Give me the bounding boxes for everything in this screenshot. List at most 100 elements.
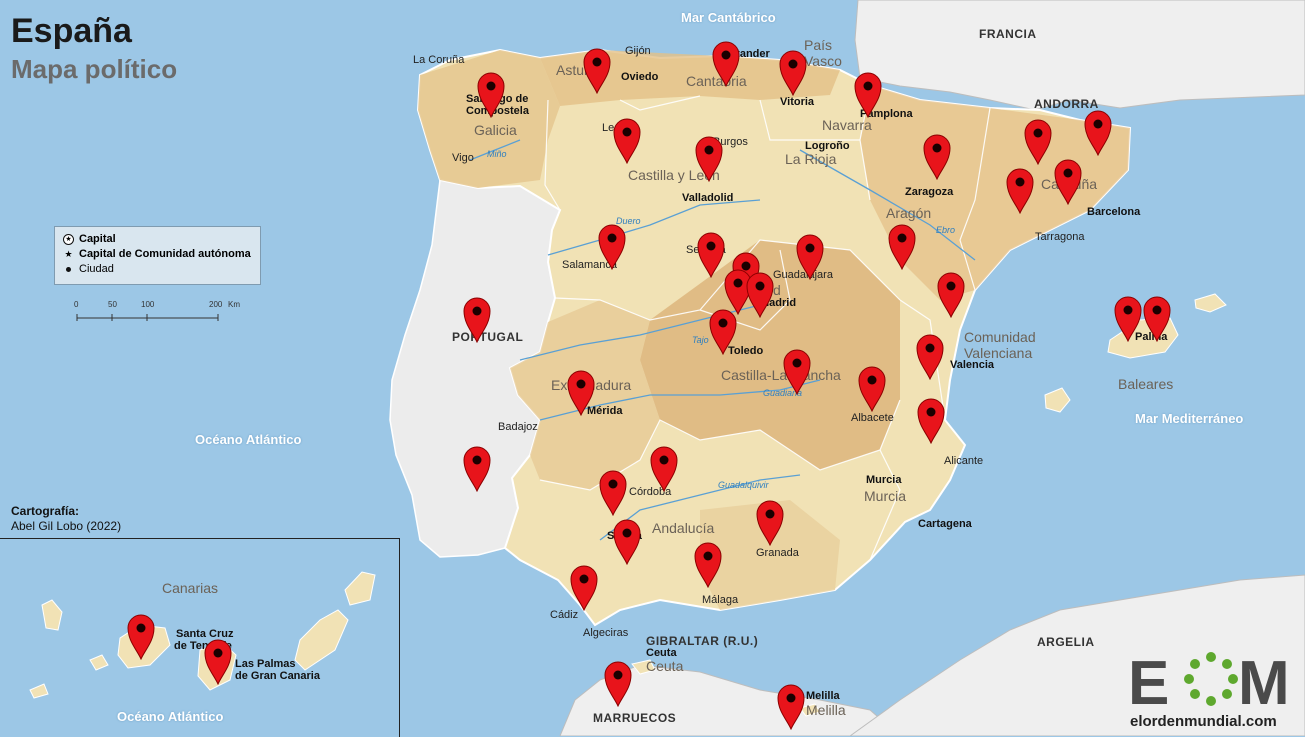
map-pin-icon[interactable]	[709, 309, 737, 355]
map-pin-icon[interactable]	[916, 334, 944, 380]
credits-heading: Cartografía:	[11, 504, 80, 518]
region-label-com-valenciana-1: Comunidad	[964, 329, 1036, 345]
capital-label-las-palmas-2: de Gran Canaria	[235, 670, 320, 682]
river-label-guadiana: Guadiana	[763, 388, 803, 398]
city-label-albacete: Albacete	[851, 412, 894, 424]
map-pin-icon[interactable]	[779, 50, 807, 96]
map-pin-icon[interactable]	[598, 224, 626, 270]
region-label-pais-vasco-1: País	[804, 37, 833, 53]
city-label-burgos: Burgos	[713, 136, 748, 148]
sea-label-atlantico-inset: Océano Atlántico	[117, 709, 224, 724]
region-label-navarra: Navarra	[822, 117, 872, 133]
map-pin-icon[interactable]	[756, 500, 784, 546]
map-pin-icon[interactable]	[858, 366, 886, 412]
eom-logo: E M elordenmundial.com	[1128, 649, 1298, 730]
river-label-tajo: Tajo	[692, 335, 709, 345]
city-label-cordoba: Córdoba	[629, 486, 672, 498]
capital-label-santa-cruz-1: Santa Cruz	[176, 628, 234, 640]
map-pin-icon[interactable]	[783, 349, 811, 395]
region-label-com-valenciana-2: Valenciana	[964, 345, 1033, 361]
map-pin-icon[interactable]	[923, 134, 951, 180]
map-pin-icon[interactable]	[712, 41, 740, 87]
capital-label-melilla: Melilla	[806, 690, 840, 702]
map-pin-icon[interactable]	[599, 470, 627, 516]
region-label-aragon: Aragón	[886, 205, 932, 221]
scale-bar: 0 50 100 200 Km	[74, 300, 240, 324]
country-label-marruecos: MARRUECOS	[593, 711, 677, 725]
capital-label-valencia: Valencia	[950, 359, 995, 371]
map-pin-icon[interactable]	[695, 136, 723, 182]
relief-south	[700, 500, 840, 610]
map-pin-icon[interactable]	[854, 72, 882, 118]
capital-label-ceuta: Ceuta	[646, 647, 677, 659]
capital-label-pamplona: Pamplona	[860, 108, 913, 120]
map-pin-icon[interactable]	[604, 661, 632, 707]
river-label-guadalquivir: Guadalquivir	[718, 480, 769, 490]
region-label-galicia: Galicia	[474, 122, 517, 138]
region-label-castilla-leon: Castilla y León	[628, 167, 720, 183]
region-label-pais-vasco-2: Vasco	[804, 53, 842, 69]
map-pin-icon[interactable]	[1006, 168, 1034, 214]
sea-label-atlantico: Océano Atlántico	[195, 432, 302, 447]
map-pin-icon[interactable]	[477, 72, 505, 118]
city-label-la-coruna: La Coruña	[413, 54, 465, 66]
city-label-badajoz: Badajoz	[498, 421, 538, 433]
map-pin-icon[interactable]	[463, 297, 491, 343]
map-pin-icon[interactable]	[127, 614, 155, 660]
country-label-argelia: ARGELIA	[1037, 635, 1095, 649]
country-label-francia: FRANCIA	[979, 27, 1037, 41]
map-pin-icon[interactable]	[724, 269, 752, 315]
map-pin-icon[interactable]	[1054, 159, 1082, 205]
map-pin-icon[interactable]	[888, 224, 916, 270]
legend-row-ciudad: Ciudad	[63, 263, 114, 275]
region-label-andalucia: Andalucía	[652, 520, 715, 536]
map-pin-icon[interactable]	[583, 48, 611, 94]
city-label-alicante: Alicante	[944, 455, 984, 467]
legend-label-ciudad: Ciudad	[79, 263, 114, 275]
map-pin-icon[interactable]	[1024, 119, 1052, 165]
map-pin-icon[interactable]	[567, 370, 595, 416]
map-pin-icon[interactable]	[613, 118, 641, 164]
city-label-algeciras: Algeciras	[583, 627, 629, 639]
canary-inset-frame	[0, 538, 400, 737]
map-pin-icon[interactable]	[697, 232, 725, 278]
map-pin-icon[interactable]	[463, 446, 491, 492]
capital-label-barcelona: Barcelona	[1087, 206, 1141, 218]
map-pin-icon[interactable]	[917, 398, 945, 444]
city-label-salamanca: Salamanca	[562, 259, 618, 271]
map-pin-icon[interactable]	[570, 565, 598, 611]
legend-label-capital: Capital	[79, 233, 116, 245]
map-legend: ★ Capital ★ Capital de Comunidad autónom…	[54, 226, 261, 285]
map-pin-icon[interactable]	[937, 272, 965, 318]
capital-label-toledo: Toledo	[728, 345, 764, 357]
region-label-castilla-mancha: Castilla-La Mancha	[721, 367, 841, 383]
scale-tick-200: 200	[209, 300, 223, 309]
melilla-land	[799, 703, 821, 717]
city-label-cadiz: Cádiz	[550, 609, 579, 621]
map-pin-icon[interactable]	[1143, 296, 1171, 342]
star-icon: ★	[64, 248, 73, 259]
svg-text:E: E	[1128, 650, 1169, 712]
map-pin-icon[interactable]	[613, 519, 641, 565]
map-pin-icon[interactable]	[796, 234, 824, 280]
river-label-ebro: Ebro	[936, 225, 956, 235]
river-label-mino: Miño	[487, 149, 507, 159]
map-pin-icon[interactable]	[650, 446, 678, 492]
sea-label-mediterraneo: Mar Mediterráneo	[1135, 411, 1244, 426]
region-label-canarias: Canarias	[162, 580, 219, 596]
map-pin-icon[interactable]	[1114, 296, 1142, 342]
ibiza-island	[1044, 387, 1071, 413]
map-pin-icon[interactable]	[777, 684, 805, 730]
map-pin-icon[interactable]	[746, 272, 774, 318]
map-pin-icon[interactable]	[694, 542, 722, 588]
city-label-tarragona: Tarragona	[1035, 231, 1085, 243]
capital-label-merida: Mérida	[587, 405, 623, 417]
relief-castilla-mancha	[640, 240, 900, 470]
capital-label-las-palmas-1: Las Palmas	[235, 658, 296, 670]
eom-logo-url: elordenmundial.com	[1130, 713, 1277, 730]
scale-line	[76, 314, 219, 321]
capital-label-zaragoza: Zaragoza	[905, 186, 954, 198]
map-pin-icon[interactable]	[1084, 110, 1112, 156]
scale-unit: Km	[228, 300, 240, 309]
map-pin-icon[interactable]	[204, 639, 232, 685]
